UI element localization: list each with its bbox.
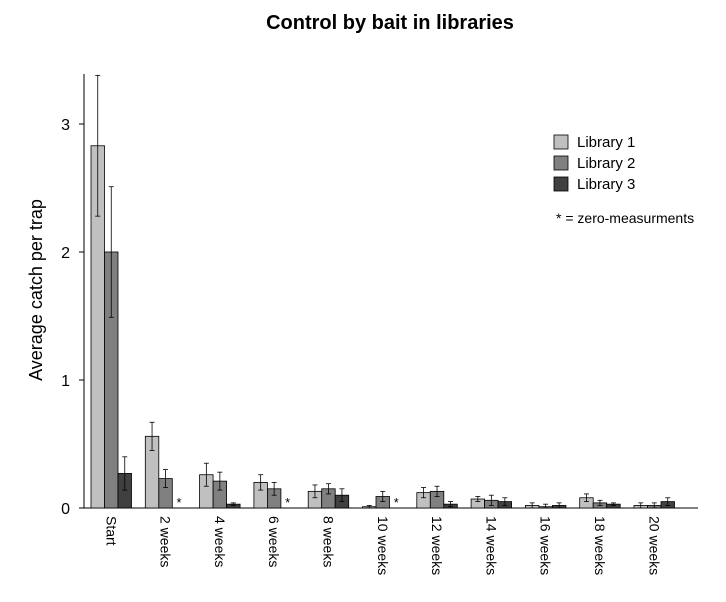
x-tick-label: 12 weeks bbox=[429, 516, 445, 575]
legend-label: Library 1 bbox=[577, 134, 635, 151]
x-tick-label: 2 weeks bbox=[158, 516, 174, 567]
y-tick-label: 1 bbox=[61, 373, 70, 390]
y-tick-label: 3 bbox=[61, 117, 70, 134]
x-tick-label: 8 weeks bbox=[320, 516, 336, 567]
legend-swatch bbox=[553, 155, 569, 171]
x-tick-label: 18 weeks bbox=[592, 516, 608, 575]
legend: Library 1 Library 2 Library 3 bbox=[553, 134, 635, 193]
y-tick-label: 2 bbox=[61, 245, 70, 262]
zero-marker: * bbox=[394, 495, 399, 510]
legend-swatch bbox=[553, 134, 569, 150]
x-tick-label: 6 weeks bbox=[266, 516, 282, 567]
y-tick-label: 0 bbox=[61, 501, 70, 518]
y-axis-label: Average catch per trap bbox=[26, 199, 46, 381]
zero-marker: * bbox=[177, 495, 182, 510]
x-tick-label: Start bbox=[103, 516, 119, 546]
error-bars-group bbox=[95, 74, 671, 509]
x-tick-labels: Start 2 weeks 4 weeks 6 weeks 8 weeks 10 week… bbox=[103, 516, 662, 575]
x-tick-label: 14 weeks bbox=[483, 516, 499, 575]
x-tick-label: 20 weeks bbox=[646, 516, 662, 575]
legend-swatch bbox=[553, 176, 569, 192]
zero-marker: * bbox=[285, 495, 290, 510]
x-tick-label: 4 weeks bbox=[212, 516, 228, 567]
chart-title: Control by bait in libraries bbox=[266, 12, 514, 34]
legend-label: Library 2 bbox=[577, 155, 635, 172]
x-tick-label: 10 weeks bbox=[375, 516, 391, 575]
x-tick-label: 16 weeks bbox=[538, 516, 554, 575]
bars-group: * * * bbox=[90, 145, 675, 510]
zero-measurement-note: * = zero-measurments bbox=[556, 210, 694, 226]
legend-label: Library 3 bbox=[577, 176, 635, 193]
